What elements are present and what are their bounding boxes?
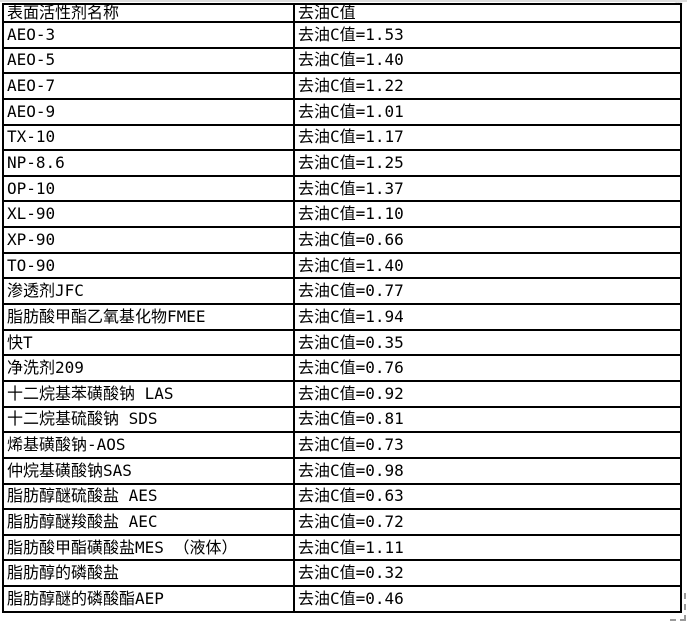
c-value-cell: 去油C值=1.40 xyxy=(293,46,682,75)
table-row: 脂肪醇醚羧酸盐 AEC 去油C值=0.72 xyxy=(2,508,682,536)
table-row: OP-10 去油C值=1.37 xyxy=(2,174,682,203)
surfactant-name-cell: 仲烷基磺酸钠SAS xyxy=(2,456,295,485)
surfactant-name-cell: AEO-5 xyxy=(2,46,295,75)
surfactant-name-cell: 净洗剂209 xyxy=(2,354,295,382)
table-row: TO-90 去油C值=1.40 xyxy=(2,251,682,280)
table-row: NP-8.6 去油C值=1.25 xyxy=(2,149,682,177)
table-row: 十二烷基硫酸钠 SDS 去油C值=0.81 xyxy=(2,405,682,434)
surfactant-name-cell: XL-90 xyxy=(2,200,295,229)
surfactant-name-cell: 脂肪酸甲酯磺酸盐MES （液体） xyxy=(2,533,295,562)
table-row: 脂肪醇醚的磷酸酯AEP 去油C值=0.46 xyxy=(2,585,682,613)
c-value-cell: 去油C值=1.22 xyxy=(293,72,682,100)
c-value-cell: 去油C值=1.40 xyxy=(293,251,682,280)
surfactant-name-cell: 脂肪醇的磷酸盐 xyxy=(2,559,295,588)
table-header-row: 表面活性剂名称 去油C值 xyxy=(2,3,682,23)
crop-marker-dashes xyxy=(670,593,686,621)
table-row: AEO-5 去油C值=1.40 xyxy=(2,46,682,75)
column-header-surfactant-name: 表面活性剂名称 xyxy=(2,3,295,23)
surfactant-name-cell: NP-8.6 xyxy=(2,149,295,177)
table-row: 脂肪酸甲酯乙氧基化物FMEE 去油C值=1.94 xyxy=(2,303,682,331)
table-row: TX-10 去油C值=1.17 xyxy=(2,123,682,152)
c-value-cell: 去油C值=1.01 xyxy=(293,97,682,126)
c-value-cell: 去油C值=0.76 xyxy=(293,354,682,382)
table-row: XP-90 去油C值=0.66 xyxy=(2,226,682,254)
surfactant-name-cell: AEO-3 xyxy=(2,21,295,49)
surfactant-name-cell: 脂肪醇醚硫酸盐 AES xyxy=(2,482,295,511)
surfactant-name-cell: TO-90 xyxy=(2,251,295,280)
c-value-cell: 去油C值=0.63 xyxy=(293,482,682,511)
c-value-cell: 去油C值=0.46 xyxy=(293,585,682,613)
c-value-cell: 去油C值=0.98 xyxy=(293,456,682,485)
c-value-cell: 去油C值=0.77 xyxy=(293,277,682,306)
surfactant-name-cell: 快T xyxy=(2,328,295,357)
surfactant-name-cell: 十二烷基苯磺酸钠 LAS xyxy=(2,379,295,408)
surfactant-name-cell: TX-10 xyxy=(2,123,295,152)
c-value-cell: 去油C值=1.11 xyxy=(293,533,682,562)
column-header-c-value: 去油C值 xyxy=(293,3,682,23)
surfactant-name-cell: AEO-9 xyxy=(2,97,295,126)
table-row: 快T 去油C值=0.35 xyxy=(2,328,682,357)
c-value-cell: 去油C值=0.72 xyxy=(293,508,682,536)
c-value-cell: 去油C值=0.92 xyxy=(293,379,682,408)
c-value-cell: 去油C值=1.94 xyxy=(293,303,682,331)
table-row: XL-90 去油C值=1.10 xyxy=(2,200,682,229)
c-value-cell: 去油C值=1.17 xyxy=(293,123,682,152)
table-row: 烯基磺酸钠-AOS 去油C值=0.73 xyxy=(2,431,682,459)
c-value-cell: 去油C值=0.66 xyxy=(293,226,682,254)
table-row: 净洗剂209 去油C值=0.76 xyxy=(2,354,682,382)
table-row: AEO-7 去油C值=1.22 xyxy=(2,72,682,100)
c-value-cell: 去油C值=1.10 xyxy=(293,200,682,229)
surfactant-name-cell: 脂肪醇醚羧酸盐 AEC xyxy=(2,508,295,536)
surfactant-name-cell: 渗透剂JFC xyxy=(2,277,295,306)
table-row: 脂肪醇的磷酸盐 去油C值=0.32 xyxy=(2,559,682,588)
c-value-cell: 去油C值=0.73 xyxy=(293,431,682,459)
surfactant-name-cell: OP-10 xyxy=(2,174,295,203)
c-value-cell: 去油C值=1.53 xyxy=(293,21,682,49)
surfactant-name-cell: 脂肪醇醚的磷酸酯AEP xyxy=(2,585,295,613)
table-row: AEO-9 去油C值=1.01 xyxy=(2,97,682,126)
surfactant-name-cell: 脂肪酸甲酯乙氧基化物FMEE xyxy=(2,303,295,331)
table-row: 渗透剂JFC 去油C值=0.77 xyxy=(2,277,682,306)
table-row: 仲烷基磺酸钠SAS 去油C值=0.98 xyxy=(2,456,682,485)
c-value-cell: 去油C值=1.25 xyxy=(293,149,682,177)
surfactant-c-value-table: 表面活性剂名称 去油C值 AEO-3 去油C值=1.53 AEO-5 去油C值=… xyxy=(2,3,682,613)
surfactant-name-cell: XP-90 xyxy=(2,226,295,254)
c-value-cell: 去油C值=0.81 xyxy=(293,405,682,434)
c-value-cell: 去油C值=0.32 xyxy=(293,559,682,588)
surfactant-name-cell: 十二烷基硫酸钠 SDS xyxy=(2,405,295,434)
surfactant-name-cell: 烯基磺酸钠-AOS xyxy=(2,431,295,459)
table-row: 十二烷基苯磺酸钠 LAS 去油C值=0.92 xyxy=(2,379,682,408)
c-value-cell: 去油C值=1.37 xyxy=(293,174,682,203)
screenshot-top-edge xyxy=(0,0,687,2)
table-row: 脂肪酸甲酯磺酸盐MES （液体） 去油C值=1.11 xyxy=(2,533,682,562)
c-value-cell: 去油C值=0.35 xyxy=(293,328,682,357)
surfactant-name-cell: AEO-7 xyxy=(2,72,295,100)
table-row: AEO-3 去油C值=1.53 xyxy=(2,21,682,49)
table-row: 脂肪醇醚硫酸盐 AES 去油C值=0.63 xyxy=(2,482,682,511)
